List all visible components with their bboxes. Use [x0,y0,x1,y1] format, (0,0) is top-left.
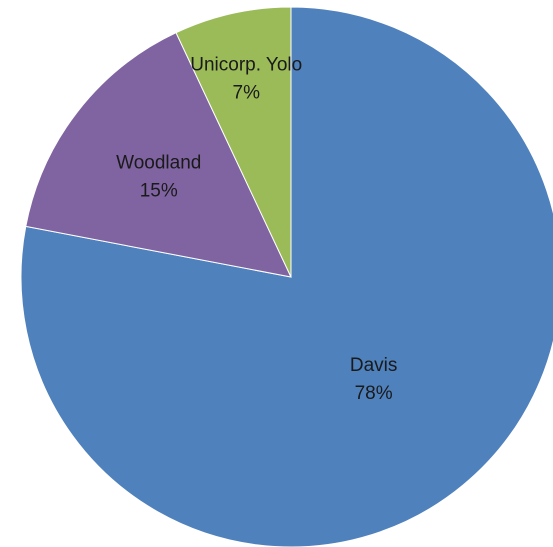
slice-value-unicorp-yolo: 7% [233,83,261,104]
pie-labels: Davis 78% Woodland 15% Unicorp. Yolo 7% [116,55,397,404]
pie-slice-davis [20,6,553,547]
pie-slice-woodland [25,32,292,278]
slice-label-davis: Davis [350,355,398,376]
slice-label-woodland: Woodland [116,152,201,173]
slice-label-unicorp-yolo: Unicorp. Yolo [190,55,302,76]
slice-value-davis: 78% [355,383,393,404]
pie-slices [20,6,553,547]
slice-value-woodland: 15% [140,180,178,201]
pie-slice-unicorp-yolo [175,6,292,278]
